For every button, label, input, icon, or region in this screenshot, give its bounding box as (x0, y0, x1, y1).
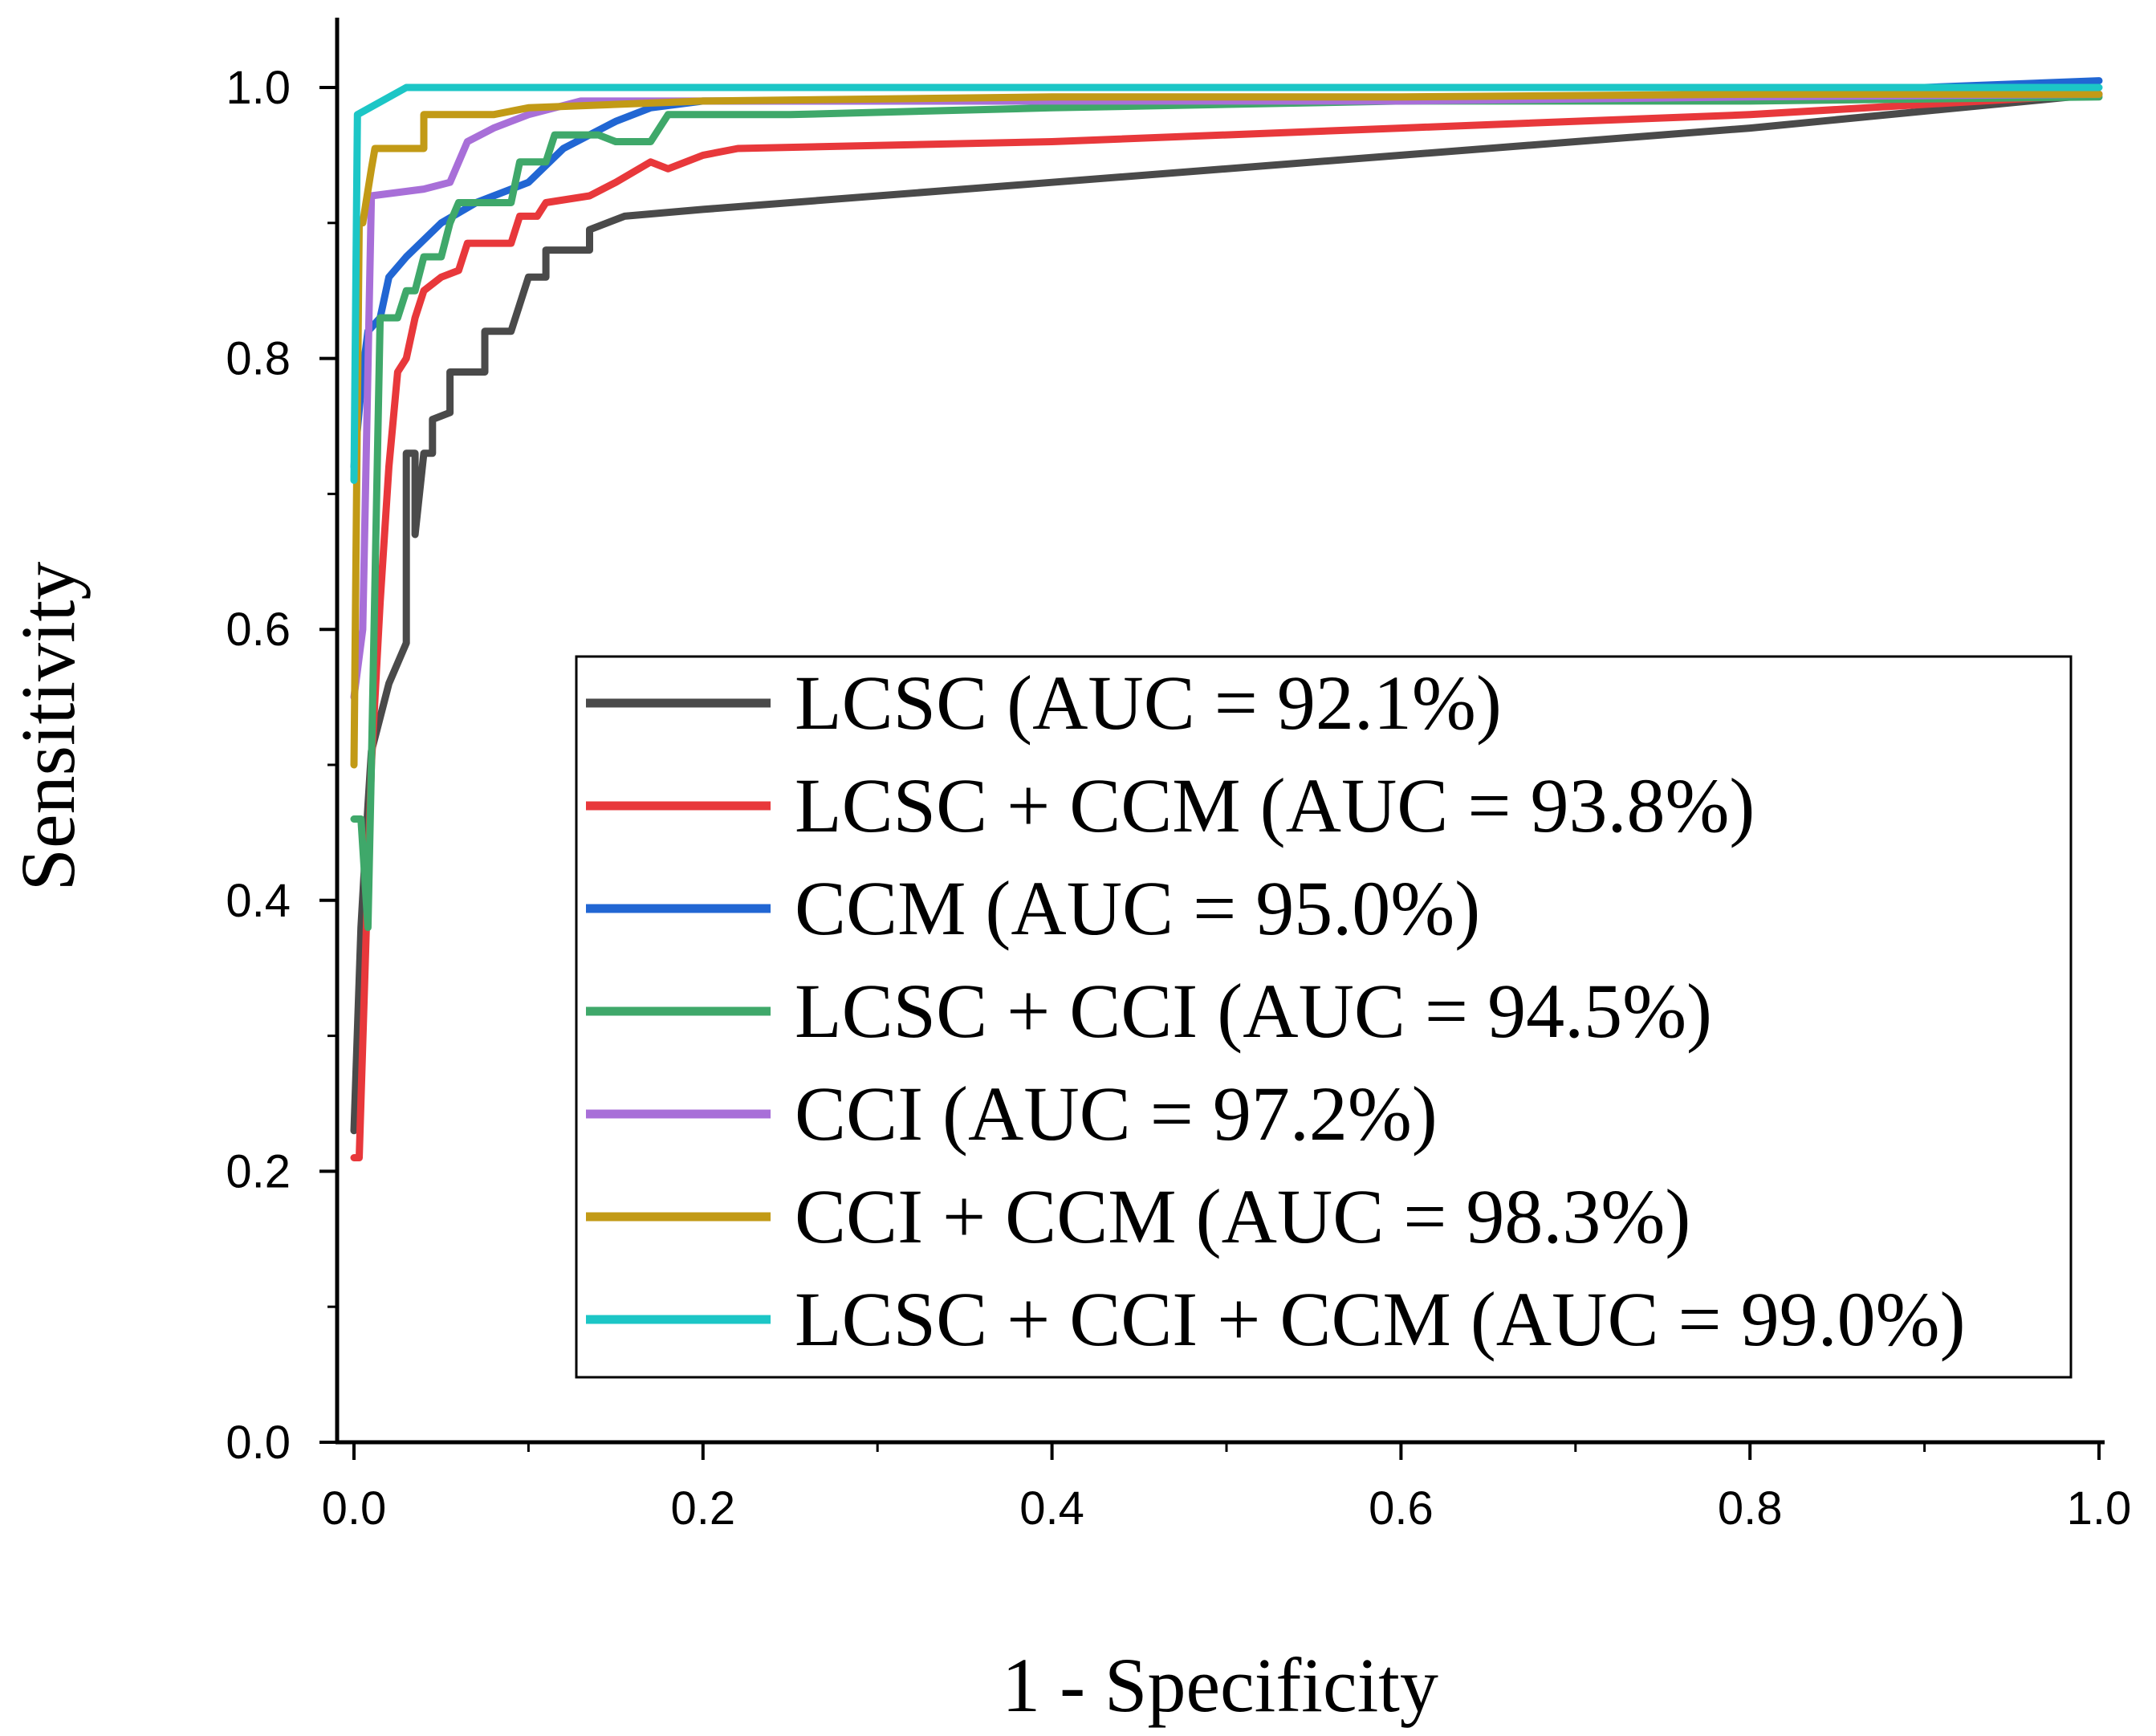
y-tick-label: 0.6 (226, 604, 291, 656)
y-tick-label: 0.0 (226, 1417, 291, 1469)
x-tick-label: 0.6 (1369, 1482, 1434, 1535)
x-tick-label: 0.8 (1718, 1482, 1783, 1535)
series-lines (350, 77, 2103, 1161)
y-tick-label: 0.2 (226, 1145, 291, 1197)
series-line-2 (350, 90, 2103, 1161)
legend-items: LCSC (AUC = 92.1%) LCSC + CCM (AUC = 93.8… (586, 660, 1966, 1362)
legend-label-7: LCSC + CCI + CCM (AUC = 99.0%) (795, 1276, 1966, 1362)
legend-box (575, 655, 2073, 1379)
legend-label-3: CCM (AUC = 95.0%) (795, 865, 1480, 951)
series-line-7 (350, 83, 2103, 484)
series-line-5 (350, 90, 2103, 701)
y-tick-label: 0.4 (226, 875, 291, 927)
x-tick-label: 0.4 (1019, 1482, 1084, 1535)
legend-label-4: LCSC + CCI (AUC = 94.5%) (795, 968, 1712, 1054)
x-tick-label: 0.0 (322, 1482, 387, 1535)
series-line-4 (350, 93, 2103, 932)
x-tick-label: 1.0 (2067, 1482, 2132, 1535)
legend-label-5: CCI (AUC = 97.2%) (795, 1071, 1438, 1157)
x-axis-title: 1 - Specificity (1002, 1642, 1438, 1728)
legend-label-6: CCI + CCM (AUC = 98.3%) (795, 1173, 1690, 1259)
y-tick-label: 1.0 (226, 62, 291, 114)
legend-label-1: LCSC (AUC = 92.1%) (795, 660, 1502, 746)
ticks (319, 86, 2101, 1460)
axes: 0.0 0.2 0.4 0.6 0.8 1.0 0.0 0.2 0.4 0.6 0.8 1.0 (226, 18, 2131, 1535)
y-axis-title: Sensitivity (5, 562, 91, 892)
legend: LCSC (AUC = 92.1%) LCSC + CCM (AUC = 93.8… (575, 655, 2073, 1379)
x-tick-label: 0.2 (670, 1482, 735, 1535)
y-tick-label: 0.8 (226, 333, 291, 385)
series-line-1 (350, 90, 2103, 1135)
series-line-6 (350, 90, 2103, 769)
tick-labels: 0.0 0.2 0.4 0.6 0.8 1.0 0.0 0.2 0.4 0.6 0.8 1.0 (226, 62, 2131, 1535)
legend-label-2: LCSC + CCM (AUC = 93.8%) (795, 762, 1755, 848)
